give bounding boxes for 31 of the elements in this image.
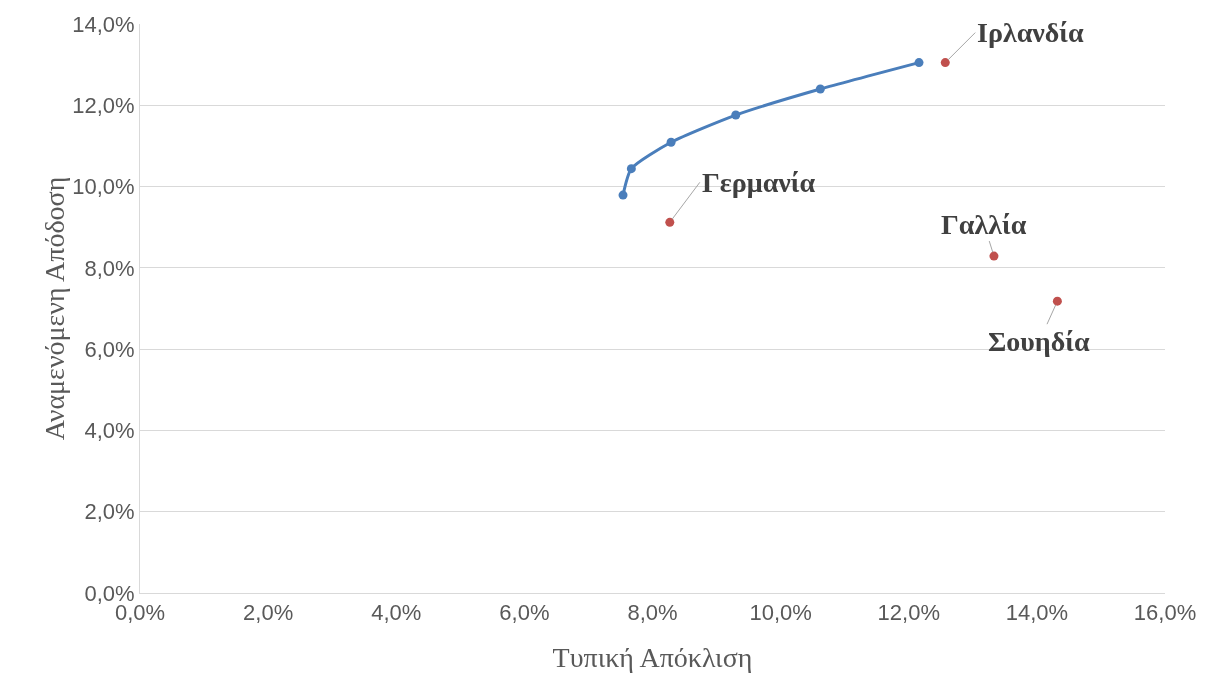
- point: [1052, 296, 1062, 306]
- annotation: Ιρλανδία: [977, 17, 1084, 48]
- point: [940, 58, 950, 68]
- y-tick-label: 2,0%: [84, 499, 135, 525]
- point: [815, 84, 825, 94]
- point: [731, 110, 741, 120]
- y-tick-label: 6,0%: [84, 336, 135, 362]
- annotation: Σουηδία: [988, 326, 1090, 357]
- x-axis-title: Τυπική Απόκλιση: [552, 642, 753, 673]
- x-tick-label: 4,0%: [371, 600, 422, 626]
- y-tick-label: 10,0%: [72, 174, 135, 200]
- x-tick-label: 16,0%: [1133, 600, 1197, 626]
- point: [665, 217, 675, 227]
- x-tick-label: 12,0%: [877, 600, 940, 626]
- annotation: Γαλλία: [941, 209, 1027, 240]
- point: [666, 137, 676, 147]
- x-tick-label: 6,0%: [499, 600, 550, 626]
- annotation: Γερμανία: [702, 167, 816, 198]
- y-tick-label: 14,0%: [72, 11, 135, 37]
- point: [618, 190, 628, 200]
- point: [626, 164, 636, 174]
- y-tick-label: 8,0%: [84, 255, 135, 281]
- point: [989, 251, 999, 261]
- y-tick-label: 4,0%: [84, 418, 135, 444]
- x-tick-label: 10,0%: [749, 600, 812, 626]
- y-tick-label: 12,0%: [72, 92, 135, 118]
- x-tick-label: 14,0%: [1005, 600, 1069, 626]
- y-axis-title: Αναμενόμενη Απόδοση: [39, 176, 71, 441]
- x-tick-label: 2,0%: [243, 600, 294, 626]
- point: [914, 58, 924, 68]
- x-tick-label: 8,0%: [627, 600, 678, 626]
